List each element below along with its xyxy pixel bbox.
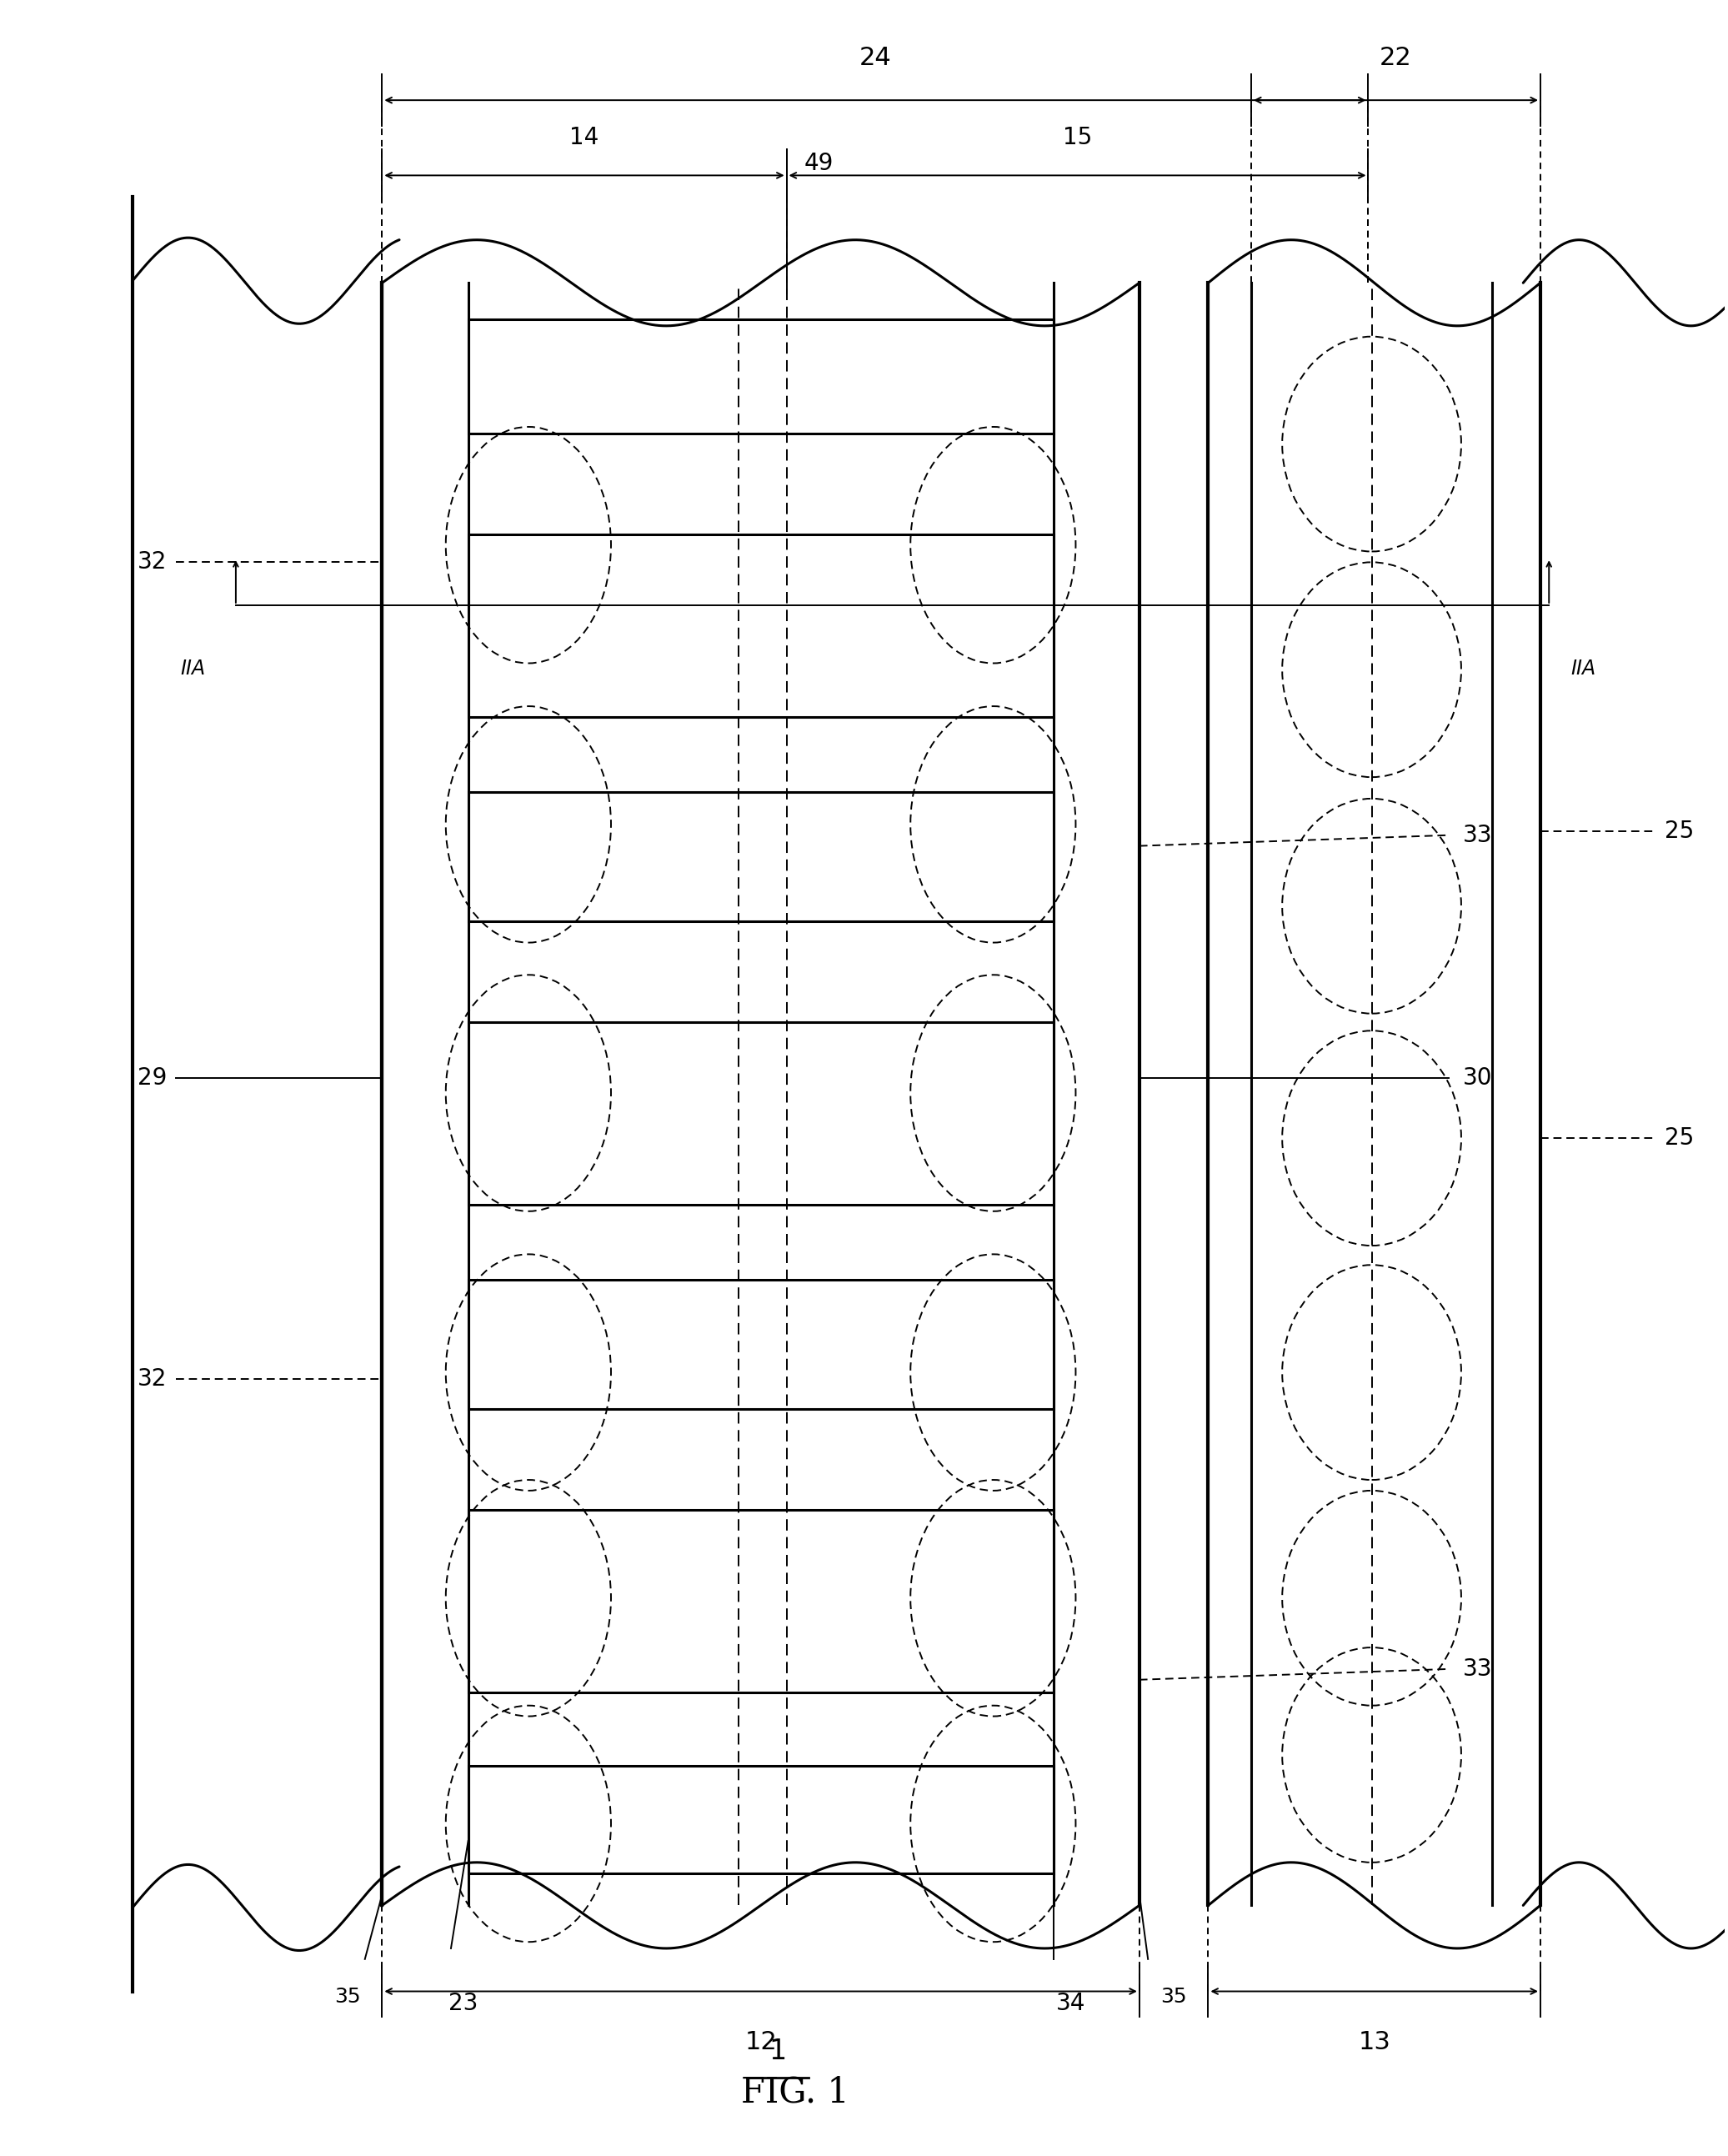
- Bar: [468, 1766, 1054, 1874]
- Text: 13: 13: [1358, 2031, 1391, 2055]
- Bar: [468, 535, 1054, 718]
- Text: IIA: IIA: [1571, 660, 1597, 679]
- Text: IIA: IIA: [180, 660, 206, 679]
- Text: 34: 34: [1056, 1992, 1085, 2014]
- Bar: [468, 319, 1054, 433]
- Text: 23: 23: [448, 1992, 477, 2014]
- Text: 31: 31: [746, 614, 776, 638]
- Text: 31: 31: [746, 1589, 776, 1613]
- Text: 32: 32: [138, 1367, 168, 1391]
- Text: 35: 35: [335, 1988, 361, 2007]
- Text: 30: 30: [1464, 1067, 1493, 1089]
- Text: 22: 22: [1379, 45, 1412, 71]
- Bar: [468, 1509, 1054, 1692]
- Text: 33: 33: [1464, 1658, 1493, 1682]
- Text: 33: 33: [1464, 824, 1493, 847]
- Bar: [468, 1022, 1054, 1205]
- Text: 25: 25: [1664, 819, 1693, 843]
- Bar: [382, 282, 1139, 1906]
- Text: 25: 25: [1664, 1125, 1693, 1149]
- Text: 14: 14: [570, 127, 600, 149]
- Text: 32: 32: [138, 550, 168, 573]
- Text: 1: 1: [769, 2037, 786, 2065]
- Text: 15: 15: [1063, 127, 1092, 149]
- Text: FIG. 1: FIG. 1: [741, 2074, 848, 2109]
- Text: 24: 24: [859, 45, 892, 71]
- Bar: [468, 1281, 1054, 1410]
- Bar: [468, 791, 1054, 921]
- Text: 35: 35: [1161, 1988, 1187, 2007]
- Text: 12: 12: [745, 2031, 778, 2055]
- Text: 31: 31: [746, 1102, 776, 1125]
- Text: 49: 49: [804, 153, 833, 175]
- Text: 29: 29: [138, 1067, 168, 1089]
